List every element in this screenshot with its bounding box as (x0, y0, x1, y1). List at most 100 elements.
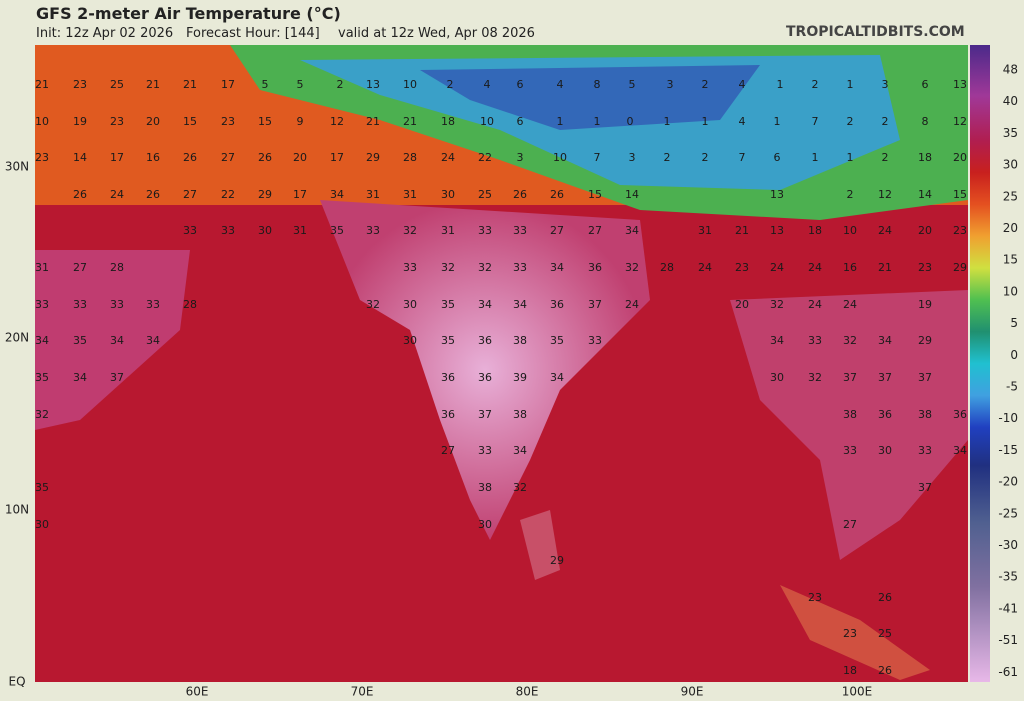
colorbar-label: 15 (1003, 253, 1018, 267)
temperature-label: 19 (918, 298, 932, 311)
colorbar-label: 10 (1003, 284, 1018, 298)
temperature-label: 28 (110, 261, 124, 274)
colorbar-label: 30 (1003, 158, 1018, 172)
temperature-label: 34 (625, 224, 639, 237)
temperature-label: 36 (441, 371, 455, 384)
temperature-label: 23 (843, 627, 857, 640)
lon-label: 90E (681, 685, 704, 699)
temperature-label: 33 (403, 261, 417, 274)
temperature-label: 23 (808, 591, 822, 604)
temperature-label: 5 (297, 78, 304, 91)
temperature-label: 27 (221, 151, 235, 164)
temperature-label: 26 (146, 188, 160, 201)
temperature-label: 35 (73, 334, 87, 347)
temperature-label: 21 (146, 78, 160, 91)
temperature-label: 26 (258, 151, 272, 164)
temperature-label: 33 (478, 444, 492, 457)
temperature-label: 23 (918, 261, 932, 274)
lon-label: 80E (516, 685, 539, 699)
temperature-label: 32 (366, 298, 380, 311)
temperature-label: 26 (73, 188, 87, 201)
lat-label: 30N (5, 160, 29, 174)
temperature-label: 2 (847, 188, 854, 201)
temperature-label: 34 (73, 371, 87, 384)
valid-time: valid at 12z Wed, Apr 08 2026 (338, 26, 535, 41)
temperature-label: 21 (366, 115, 380, 128)
temperature-label: 1 (774, 115, 781, 128)
temperature-label: 23 (35, 151, 49, 164)
temperature-label: 18 (441, 115, 455, 128)
temperature-label: 36 (588, 261, 602, 274)
colorbar-label: 35 (1003, 126, 1018, 140)
temperature-label: 15 (183, 115, 197, 128)
temperature-label: 34 (953, 444, 967, 457)
temperature-label: 12 (878, 188, 892, 201)
temperature-label: 4 (739, 115, 746, 128)
temperature-label: 7 (739, 151, 746, 164)
temperature-label: 27 (73, 261, 87, 274)
temperature-label: 12 (953, 115, 967, 128)
temperature-label: 6 (922, 78, 929, 91)
temperature-label: 26 (878, 664, 892, 677)
temperature-label: 1 (702, 115, 709, 128)
temperature-label: 23 (110, 115, 124, 128)
temperature-label: 35 (441, 334, 455, 347)
temperature-label: 10 (403, 78, 417, 91)
temperature-label: 8 (594, 78, 601, 91)
temperature-label: 32 (35, 408, 49, 421)
temperature-label: 30 (441, 188, 455, 201)
temperature-label: 20 (918, 224, 932, 237)
temperature-label: 32 (843, 334, 857, 347)
temperature-label: 3 (882, 78, 889, 91)
temperature-label: 32 (625, 261, 639, 274)
temperature-label: 33 (146, 298, 160, 311)
temperature-label: 35 (441, 298, 455, 311)
sri-lanka (520, 510, 560, 580)
colorbar-label: -51 (998, 633, 1018, 647)
temperature-label: 27 (843, 518, 857, 531)
temperature-label: 33 (843, 444, 857, 457)
colorbar (970, 45, 990, 682)
temperature-label: 3 (629, 151, 636, 164)
lat-label: 20N (5, 331, 29, 345)
temperature-label: 33 (73, 298, 87, 311)
colorbar-label: -15 (998, 443, 1018, 457)
temperature-label: 2 (664, 151, 671, 164)
temperature-label: 37 (588, 298, 602, 311)
colorbar-label: 40 (1003, 94, 1018, 108)
temperature-label: 18 (808, 224, 822, 237)
temperature-label: 21 (403, 115, 417, 128)
temperature-label: 18 (843, 664, 857, 677)
temperature-label: 24 (843, 298, 857, 311)
temperature-label: 27 (550, 224, 564, 237)
temperature-label: 24 (878, 224, 892, 237)
temperature-label: 15 (953, 188, 967, 201)
temperature-label: 26 (550, 188, 564, 201)
temperature-label: 2 (812, 78, 819, 91)
temperature-label: 8 (922, 115, 929, 128)
temperature-label: 37 (878, 371, 892, 384)
colorbar-label: -30 (998, 538, 1018, 552)
title: GFS 2-meter Air Temperature (°C) (36, 4, 341, 23)
temperature-label: 14 (73, 151, 87, 164)
temperature-label: 10 (480, 115, 494, 128)
temperature-label: 32 (441, 261, 455, 274)
temperature-label: 36 (441, 408, 455, 421)
temperature-label: 25 (110, 78, 124, 91)
brand: TROPICALTIDBITS.COM (786, 24, 965, 40)
temperature-label: 15 (588, 188, 602, 201)
temperature-label: 2 (702, 78, 709, 91)
colorbar-label: -5 (1006, 380, 1018, 394)
temperature-label: 26 (183, 151, 197, 164)
init: Init: 12z Apr 02 2026 (36, 26, 174, 41)
temperature-label: 7 (812, 115, 819, 128)
temperature-label: 32 (403, 224, 417, 237)
temperature-label: 20 (293, 151, 307, 164)
colorbar-label: -41 (998, 601, 1018, 615)
colorbar-label: 48 (1003, 63, 1018, 77)
temperature-label: 34 (478, 298, 492, 311)
temperature-label: 31 (366, 188, 380, 201)
temperature-label: 2 (882, 151, 889, 164)
